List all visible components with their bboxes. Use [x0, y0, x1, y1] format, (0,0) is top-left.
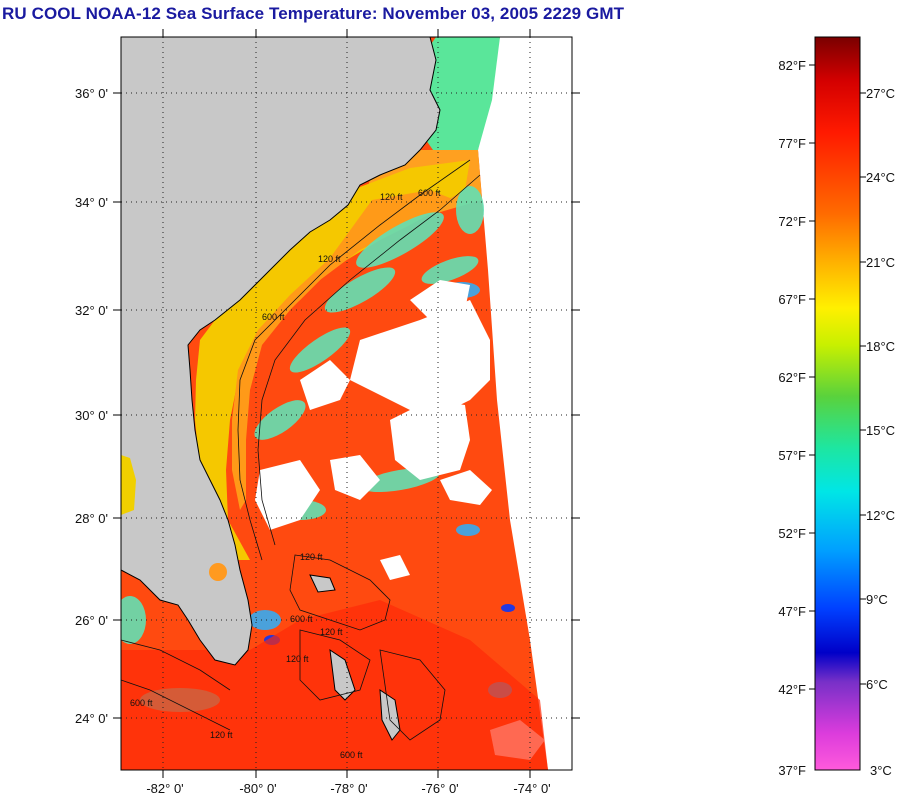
- isobath-label: 600 ft: [262, 312, 285, 322]
- isobath-label: 600 ft: [130, 698, 153, 708]
- colorbar-f-label: 42°F: [778, 682, 806, 697]
- map-panel: 120 ft 600 ft 120 ft 600 ft 120 ft 120 f…: [121, 37, 572, 770]
- colorbar-c-label: 24°C: [866, 170, 895, 185]
- lat-label: 30° 0': [75, 408, 108, 423]
- isobath-label: 120 ft: [318, 254, 341, 264]
- lon-label: -74° 0': [513, 781, 550, 796]
- colorbar-f-label: 72°F: [778, 214, 806, 229]
- lon-label: -78° 0': [330, 781, 367, 796]
- map-title: RU COOL NOAA-12 Sea Surface Temperature:…: [2, 4, 625, 23]
- lat-label: 24° 0': [75, 711, 108, 726]
- isobath-labels: 120 ft 600 ft 120 ft 600 ft 120 ft 120 f…: [130, 188, 441, 760]
- graticule: [121, 37, 572, 770]
- colorbar-f-label: 67°F: [778, 292, 806, 307]
- isobath-contours: [121, 159, 481, 741]
- colorbar-c-label: 3°C: [870, 763, 892, 778]
- colorbar-f-label: 62°F: [778, 370, 806, 385]
- isobath-label: 600 ft: [340, 750, 363, 760]
- lon-label: -82° 0': [146, 781, 183, 796]
- land-us-southeast: [121, 37, 441, 666]
- lat-label: 34° 0': [75, 195, 108, 210]
- colorbar-f-label: 82°F: [778, 58, 806, 73]
- lat-label: 28° 0': [75, 511, 108, 526]
- colorbar-f-label: 77°F: [778, 136, 806, 151]
- colorbar-c-label: 12°C: [866, 508, 895, 523]
- colorbar-c-label: 15°C: [866, 423, 895, 438]
- isobath-label: 120 ft: [320, 627, 343, 637]
- colorbar-c-label: 18°C: [866, 339, 895, 354]
- isobath-label: 120 ft: [286, 654, 309, 664]
- lon-label: -76° 0': [421, 781, 458, 796]
- temperature-colorbar: [814, 36, 861, 771]
- axis-ticks: [113, 29, 580, 778]
- colorbar-f-label: 37°F: [778, 763, 806, 778]
- lat-label: 36° 0': [75, 86, 108, 101]
- lat-label: 32° 0': [75, 303, 108, 318]
- colorbar-c-label: 9°C: [866, 592, 888, 607]
- isobath-label: 120 ft: [210, 730, 233, 740]
- isobath-label: 120 ft: [300, 552, 323, 562]
- colorbar-c-label: 6°C: [866, 677, 888, 692]
- isobath-label: 120 ft: [380, 192, 403, 202]
- colorbar-c-label: 27°C: [866, 86, 895, 101]
- colorbar-f-label: 57°F: [778, 448, 806, 463]
- colorbar-c-label: 21°C: [866, 255, 895, 270]
- colorbar-f-label: 52°F: [778, 526, 806, 541]
- lat-label: 26° 0': [75, 613, 108, 628]
- lon-label: -80° 0': [239, 781, 276, 796]
- isobath-label: 600 ft: [290, 614, 313, 624]
- colorbar-ticks: [809, 64, 866, 690]
- bahamas-islands: [309, 574, 401, 741]
- isobath-label: 600 ft: [418, 188, 441, 198]
- colorbar-f-label: 47°F: [778, 604, 806, 619]
